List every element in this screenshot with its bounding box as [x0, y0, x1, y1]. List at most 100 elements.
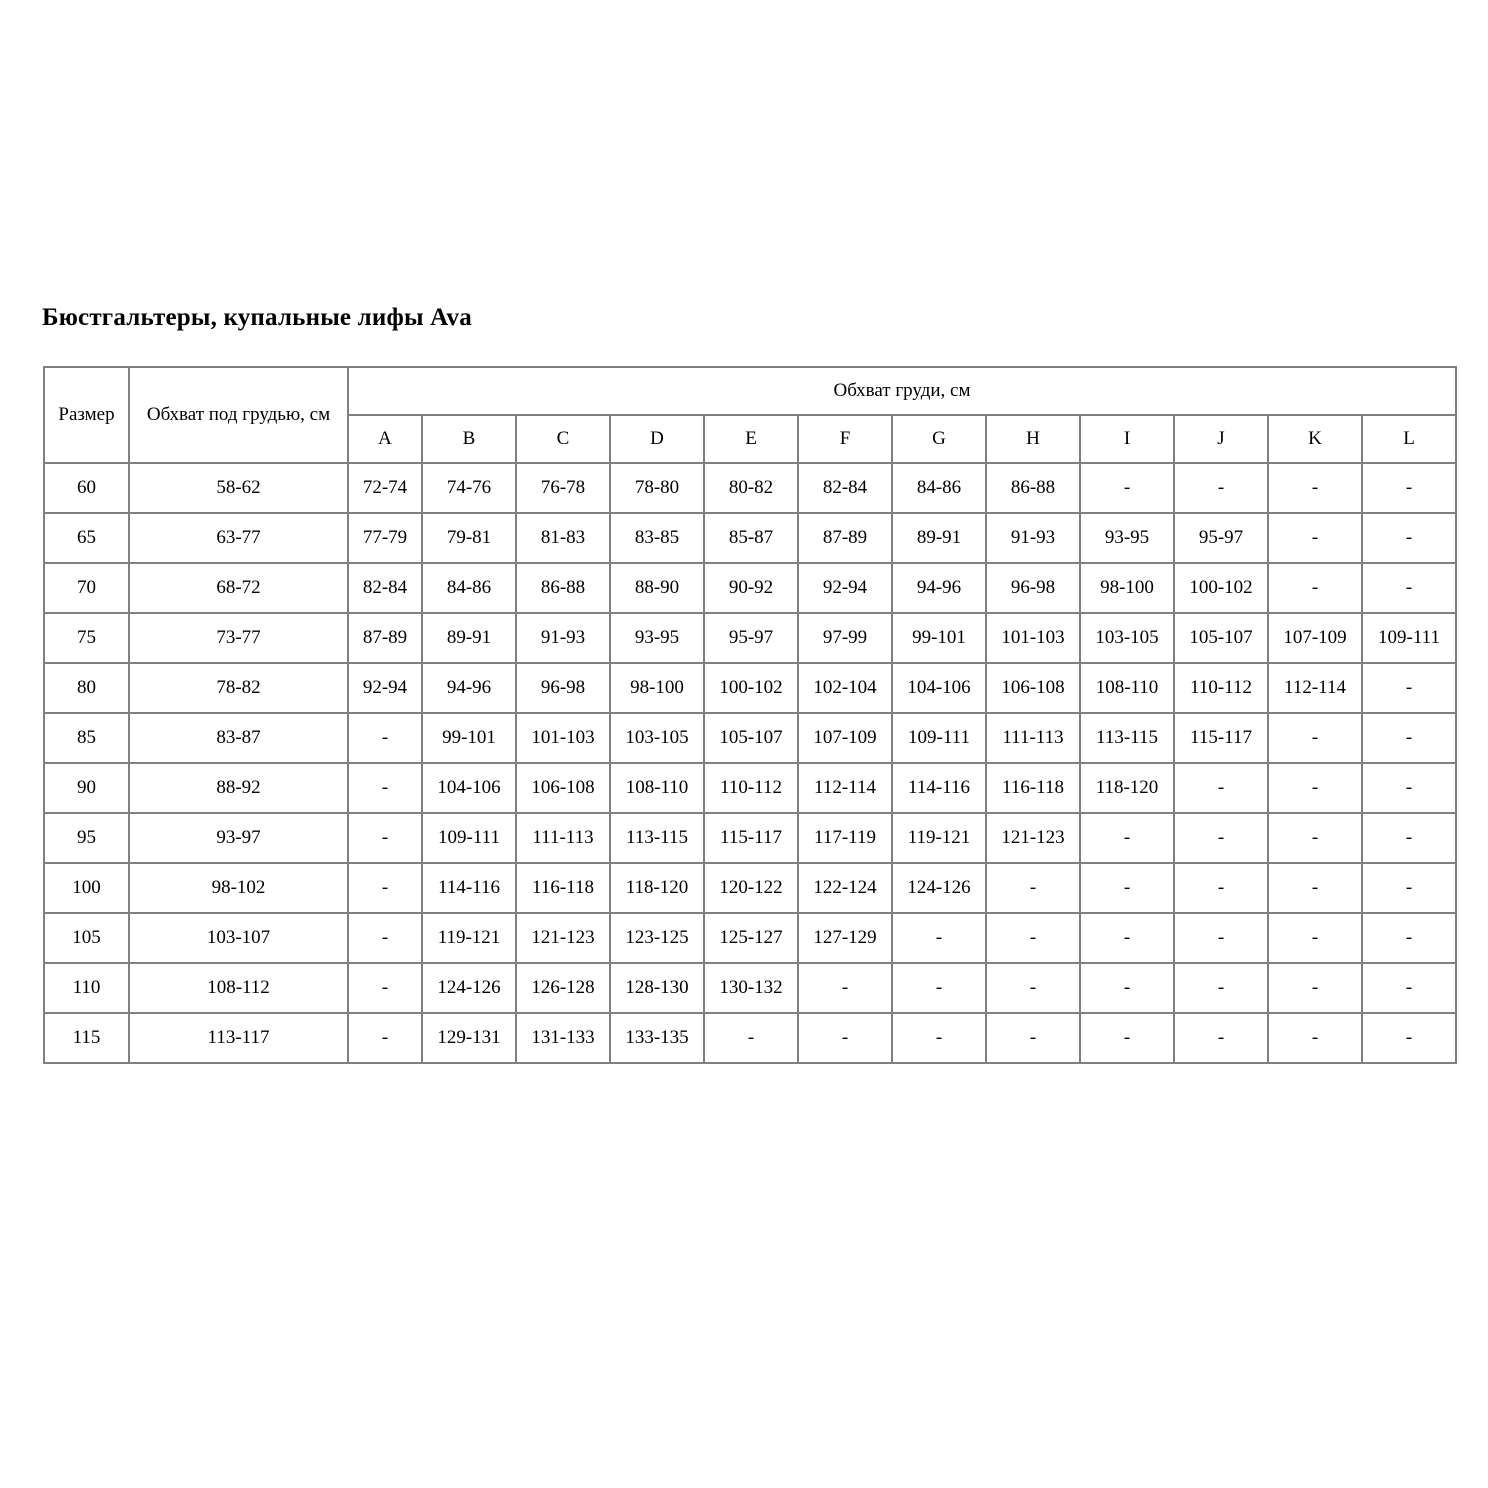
table-header: Размер Обхват под грудью, см Обхват груд… — [43, 366, 1457, 464]
bust-range-cell: 89-91 — [891, 512, 987, 564]
bust-range-cell: - — [1267, 562, 1363, 614]
bust-range-cell: 115-117 — [1173, 712, 1269, 764]
bust-range-cell: - — [347, 712, 423, 764]
bust-range-cell: 110-112 — [703, 762, 799, 814]
cup-column-header-a: A — [347, 414, 423, 464]
bust-range-cell: 128-130 — [609, 962, 705, 1014]
table-row: 60 58-62 72-74 74-76 76-78 78-80 80-82 82-84 84-… — [43, 462, 1457, 514]
bust-range-cell: - — [1361, 812, 1457, 864]
bust-range-cell: 113-115 — [609, 812, 705, 864]
bust-range-cell: 109-111 — [1361, 612, 1457, 664]
underbust-cell: 93-97 — [128, 812, 349, 864]
bust-range-cell: - — [1361, 912, 1457, 964]
bust-range-cell: - — [1361, 712, 1457, 764]
bust-range-cell: - — [1173, 912, 1269, 964]
bust-range-cell: 82-84 — [797, 462, 893, 514]
bust-range-cell: - — [1361, 1012, 1457, 1064]
underbust-cell: 108-112 — [128, 962, 349, 1014]
bust-range-cell: 76-78 — [515, 462, 611, 514]
bust-range-cell: 125-127 — [703, 912, 799, 964]
cup-column-header-c: C — [515, 414, 611, 464]
bust-range-cell: - — [1361, 962, 1457, 1014]
bust-range-cell: - — [1267, 512, 1363, 564]
page-title: Бюстгальтеры, купальные лифы Ava — [42, 304, 472, 331]
bust-range-cell: 127-129 — [797, 912, 893, 964]
bust-range-cell: 81-83 — [515, 512, 611, 564]
bust-range-cell: 115-117 — [703, 812, 799, 864]
bust-range-cell: 96-98 — [985, 562, 1081, 614]
bust-range-cell: - — [985, 912, 1081, 964]
bust-range-cell: - — [347, 762, 423, 814]
bust-range-cell: - — [703, 1012, 799, 1064]
table-row: 90 88-92-104-106 106-108 108-110 110-112 112-… — [43, 762, 1457, 814]
bust-range-cell: - — [891, 962, 987, 1014]
bust-range-cell: 94-96 — [421, 662, 517, 714]
bust-range-cell: 89-91 — [421, 612, 517, 664]
bust-range-cell: 108-110 — [1079, 662, 1175, 714]
bust-range-cell: 104-106 — [891, 662, 987, 714]
size-cell: 65 — [43, 512, 130, 564]
table-row: 70 68-72 82-84 84-86 86-88 88-90 90-92 92-94 94-… — [43, 562, 1457, 614]
bust-range-cell: 131-133 — [515, 1012, 611, 1064]
header-row-groups: Размер Обхват под грудью, см Обхват груд… — [43, 366, 1457, 464]
bust-group-header: Обхват груди, см — [347, 366, 1457, 416]
bust-range-cell: 98-100 — [1079, 562, 1175, 614]
bust-range-cell: 100-102 — [1173, 562, 1269, 614]
bust-range-cell: - — [1361, 762, 1457, 814]
bust-range-cell: - — [1267, 462, 1363, 514]
bust-range-cell: - — [797, 1012, 893, 1064]
bust-range-cell: 79-81 — [421, 512, 517, 564]
bust-range-cell: 118-120 — [1079, 762, 1175, 814]
bust-range-cell: - — [1079, 812, 1175, 864]
bust-range-cell: - — [1267, 712, 1363, 764]
bust-range-cell: 111-113 — [985, 712, 1081, 764]
bust-range-cell: 124-126 — [891, 862, 987, 914]
bust-range-cell: - — [985, 862, 1081, 914]
bust-range-cell: 84-86 — [421, 562, 517, 614]
bust-range-cell: 102-104 — [797, 662, 893, 714]
bust-range-cell: - — [1267, 762, 1363, 814]
bust-range-cell: - — [347, 812, 423, 864]
table-row: 115 113-117-129-131 131-133 133-135- - - - - - - - — [43, 1012, 1457, 1064]
bust-range-cell: 116-118 — [515, 862, 611, 914]
bust-range-cell: 99-101 — [421, 712, 517, 764]
bust-range-cell: 82-84 — [347, 562, 423, 614]
underbust-cell: 83-87 — [128, 712, 349, 764]
bust-range-cell: - — [347, 912, 423, 964]
bust-range-cell: - — [891, 912, 987, 964]
table-row: 100 98-102-114-116 116-118 118-120 120-122 12… — [43, 862, 1457, 914]
size-cell: 75 — [43, 612, 130, 664]
bust-range-cell: - — [891, 1012, 987, 1064]
bust-range-cell: 87-89 — [797, 512, 893, 564]
bust-range-cell: 85-87 — [703, 512, 799, 564]
size-cell: 110 — [43, 962, 130, 1014]
bust-range-cell: 80-82 — [703, 462, 799, 514]
cup-column-header-f: F — [797, 414, 893, 464]
bust-range-cell: 109-111 — [891, 712, 987, 764]
bust-range-cell: 104-106 — [421, 762, 517, 814]
bust-range-cell: - — [985, 962, 1081, 1014]
bust-range-cell: 84-86 — [891, 462, 987, 514]
bust-range-cell: 97-99 — [797, 612, 893, 664]
cup-column-header-e: E — [703, 414, 799, 464]
bust-range-cell: 117-119 — [797, 812, 893, 864]
table-row: 80 78-82 92-94 94-96 96-98 98-100 100-102 102-1… — [43, 662, 1457, 714]
bust-range-cell: - — [347, 1012, 423, 1064]
bust-range-cell: 118-120 — [609, 862, 705, 914]
underbust-cell: 78-82 — [128, 662, 349, 714]
bust-range-cell: 103-105 — [609, 712, 705, 764]
bust-range-cell: - — [985, 1012, 1081, 1064]
bust-range-cell: 106-108 — [985, 662, 1081, 714]
bust-range-cell: 129-131 — [421, 1012, 517, 1064]
bust-range-cell: 130-132 — [703, 962, 799, 1014]
bust-range-cell: - — [1267, 1012, 1363, 1064]
bust-range-cell: - — [1079, 462, 1175, 514]
size-cell: 105 — [43, 912, 130, 964]
underbust-column-header: Обхват под грудью, см — [128, 366, 349, 464]
bust-range-cell: 96-98 — [515, 662, 611, 714]
bust-range-cell: 105-107 — [1173, 612, 1269, 664]
bust-range-cell: 77-79 — [347, 512, 423, 564]
cup-column-header-g: G — [891, 414, 987, 464]
table-row: 75 73-77 87-89 89-91 91-93 93-95 95-97 97-99 99-… — [43, 612, 1457, 664]
bust-range-cell: 93-95 — [1079, 512, 1175, 564]
